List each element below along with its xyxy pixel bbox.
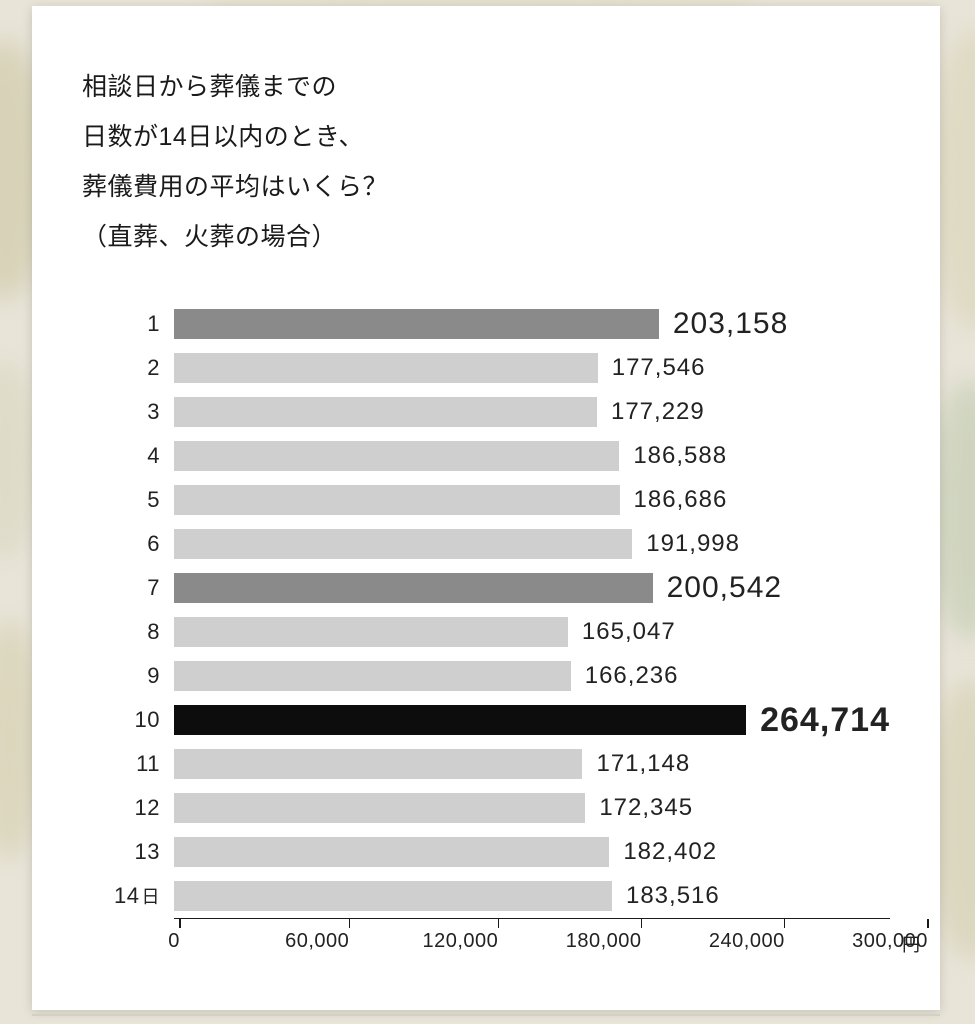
bar-track: 171,148 [174, 742, 890, 786]
bar [174, 397, 597, 427]
bar-track: 186,588 [174, 434, 890, 478]
bar-track: 177,546 [174, 346, 890, 390]
bar-value-label: 172,345 [599, 794, 693, 822]
tick-mark [927, 919, 929, 928]
y-axis-label: 2 [112, 355, 174, 381]
bar-track: 183,516 [174, 874, 890, 918]
y-axis-label: 3 [112, 399, 174, 425]
title-line: 相談日から葬儀までの [82, 62, 900, 112]
bar-row: 13 182,402 [112, 830, 890, 874]
bar-value-label: 191,998 [646, 530, 740, 558]
tick-label: 0 [168, 930, 180, 953]
bar-track: 182,402 [174, 830, 890, 874]
bar-row: 3 177,229 [112, 390, 890, 434]
x-axis-tick: 300,000 [890, 919, 966, 953]
bar-row: 10 264,714 [112, 698, 890, 742]
title-line: （直葬、火葬の場合） [82, 212, 900, 262]
x-axis-tick: 0 [174, 919, 186, 953]
bar-track: 165,047 [174, 610, 890, 654]
y-axis-label: 14日 [112, 883, 174, 909]
tick-mark [179, 919, 181, 928]
title-line: 葬儀費用の平均はいくら？ [82, 162, 900, 212]
x-axis-tick: 60,000 [317, 919, 381, 953]
bar-row: 12 172,345 [112, 786, 890, 830]
bar-row: 5 186,686 [112, 478, 890, 522]
bar-value-label: 203,158 [673, 307, 788, 341]
bar-value-label: 166,236 [585, 662, 679, 690]
y-axis-label: 12 [112, 795, 174, 821]
bar-value-label: 182,402 [623, 838, 717, 866]
bar-value-label: 200,542 [667, 571, 782, 605]
bar [174, 441, 619, 471]
y-axis-label: 11 [112, 751, 174, 777]
bar-row: 8 165,047 [112, 610, 890, 654]
bar [174, 485, 620, 515]
bar-value-label: 165,047 [582, 618, 676, 646]
chart-card: 相談日から葬儀までの 日数が14日以内のとき、 葬儀費用の平均はいくら？ （直葬… [32, 6, 940, 1010]
bar-value-label: 183,516 [626, 882, 720, 910]
bar-value-label: 177,546 [612, 354, 706, 382]
bar-track: 203,158 [174, 302, 890, 346]
bar-track: 177,229 [174, 390, 890, 434]
bar [174, 617, 568, 647]
y-axis-label: 8 [112, 619, 174, 645]
bar [174, 309, 659, 339]
card-bottom-edge [32, 1014, 940, 1016]
bar-track: 264,714 [174, 698, 890, 742]
tick-mark [784, 919, 786, 928]
bar [174, 749, 582, 779]
bar [174, 705, 746, 735]
bar [174, 573, 653, 603]
y-axis-label: 5 [112, 487, 174, 513]
bar [174, 793, 585, 823]
bar-track: 172,345 [174, 786, 890, 830]
tick-mark [498, 919, 500, 928]
bar-value-label: 186,686 [634, 486, 728, 514]
tick-mark [349, 919, 351, 928]
y-axis-label: 9 [112, 663, 174, 689]
bar-row: 4 186,588 [112, 434, 890, 478]
x-axis-tick: 180,000 [604, 919, 680, 953]
y-axis-label: 10 [112, 707, 174, 733]
x-axis-tick: 120,000 [460, 919, 536, 953]
tick-label: 60,000 [285, 930, 349, 953]
bar [174, 837, 609, 867]
bar-track: 191,998 [174, 522, 890, 566]
bar-track: 200,542 [174, 566, 890, 610]
y-axis-unit: 日 [142, 887, 161, 907]
y-axis-label: 4 [112, 443, 174, 469]
y-axis-label: 13 [112, 839, 174, 865]
bar-value-label: 171,148 [596, 750, 690, 778]
tick-label: 240,000 [709, 930, 785, 953]
bar-row: 1 203,158 [112, 302, 890, 346]
bar-row: 7 200,542 [112, 566, 890, 610]
bar-row: 11 171,148 [112, 742, 890, 786]
bar-chart: 1 203,158 2 177,546 3 177,229 4 186,588 5 186,686… [112, 302, 890, 962]
y-axis-label: 6 [112, 531, 174, 557]
bar-row: 14日 183,516 [112, 874, 890, 918]
bar-value-label: 177,229 [611, 398, 705, 426]
bar [174, 881, 612, 911]
bar [174, 661, 571, 691]
y-axis-label: 1 [112, 311, 174, 337]
title-line: 日数が14日以内のとき、 [82, 112, 900, 162]
bar-value-label: 264,714 [760, 701, 890, 740]
bar [174, 529, 632, 559]
bar-row: 9 166,236 [112, 654, 890, 698]
bar-track: 186,686 [174, 478, 890, 522]
y-axis-label: 7 [112, 575, 174, 601]
bar [174, 353, 598, 383]
bar-track: 166,236 [174, 654, 890, 698]
tick-mark [641, 919, 643, 928]
chart-title: 相談日から葬儀までの 日数が14日以内のとき、 葬儀費用の平均はいくら？ （直葬… [82, 62, 900, 262]
bar-rows: 1 203,158 2 177,546 3 177,229 4 186,588 5 186,686… [112, 302, 890, 918]
bar-row: 6 191,998 [112, 522, 890, 566]
tick-label: 120,000 [422, 930, 498, 953]
tick-label: 300,000 [852, 930, 928, 953]
bar-value-label: 186,588 [633, 442, 727, 470]
x-axis: 円 060,000120,000180,000240,000300,000 [174, 918, 890, 962]
bar-row: 2 177,546 [112, 346, 890, 390]
tick-label: 180,000 [566, 930, 642, 953]
x-axis-tick: 240,000 [747, 919, 823, 953]
